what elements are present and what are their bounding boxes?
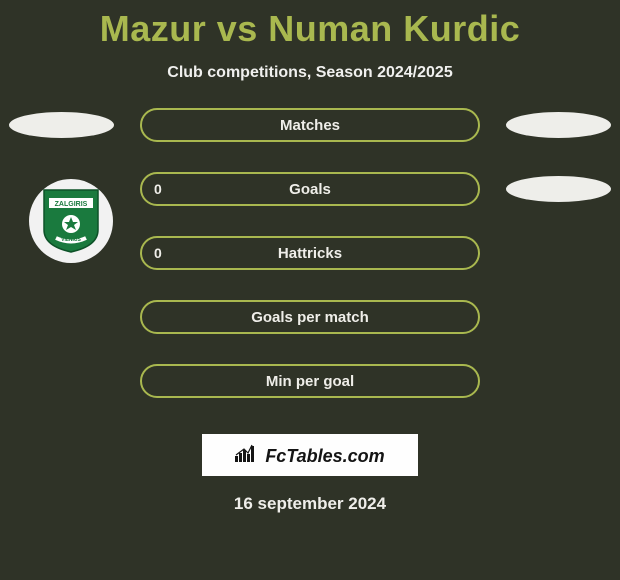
left-club-badge: ZALGIRIS VILNIUS xyxy=(29,179,113,263)
player-right-placeholder xyxy=(506,112,611,138)
stat-pill: 0 Goals xyxy=(140,172,480,206)
stat-label: Goals per match xyxy=(251,309,369,326)
player-right-placeholder xyxy=(506,176,611,202)
stat-label: Matches xyxy=(280,117,340,134)
stat-pill: Goals per match xyxy=(140,300,480,334)
stat-value-left: 0 xyxy=(154,245,162,261)
stat-label: Hattricks xyxy=(278,245,342,262)
stat-label: Min per goal xyxy=(266,373,354,390)
subtitle: Club competitions, Season 2024/2025 xyxy=(0,64,620,82)
date-label: 16 september 2024 xyxy=(0,494,620,514)
stats-rows: Matches 0 Goals 0 Hattricks Goals per match Mi… xyxy=(0,108,620,410)
svg-text:ZALGIRIS: ZALGIRIS xyxy=(55,201,88,208)
stat-row: Goals per match xyxy=(0,300,620,346)
stat-pill: Matches xyxy=(140,108,480,142)
chart-bars-icon xyxy=(235,444,257,467)
player-left-placeholder xyxy=(9,112,114,138)
stat-row: Min per goal xyxy=(0,364,620,410)
brand-label: FcTables.com xyxy=(265,446,384,467)
stat-value-left: 0 xyxy=(154,181,162,197)
stat-pill: 0 Hattricks xyxy=(140,236,480,270)
page-title: Mazur vs Numan Kurdic xyxy=(0,0,620,50)
brand-box: FcTables.com xyxy=(202,434,418,476)
club-crest-icon: ZALGIRIS VILNIUS xyxy=(42,188,100,254)
stat-label: Goals xyxy=(289,181,331,198)
stat-row: Matches xyxy=(0,108,620,154)
svg-text:VILNIUS: VILNIUS xyxy=(61,237,81,243)
stat-pill: Min per goal xyxy=(140,364,480,398)
